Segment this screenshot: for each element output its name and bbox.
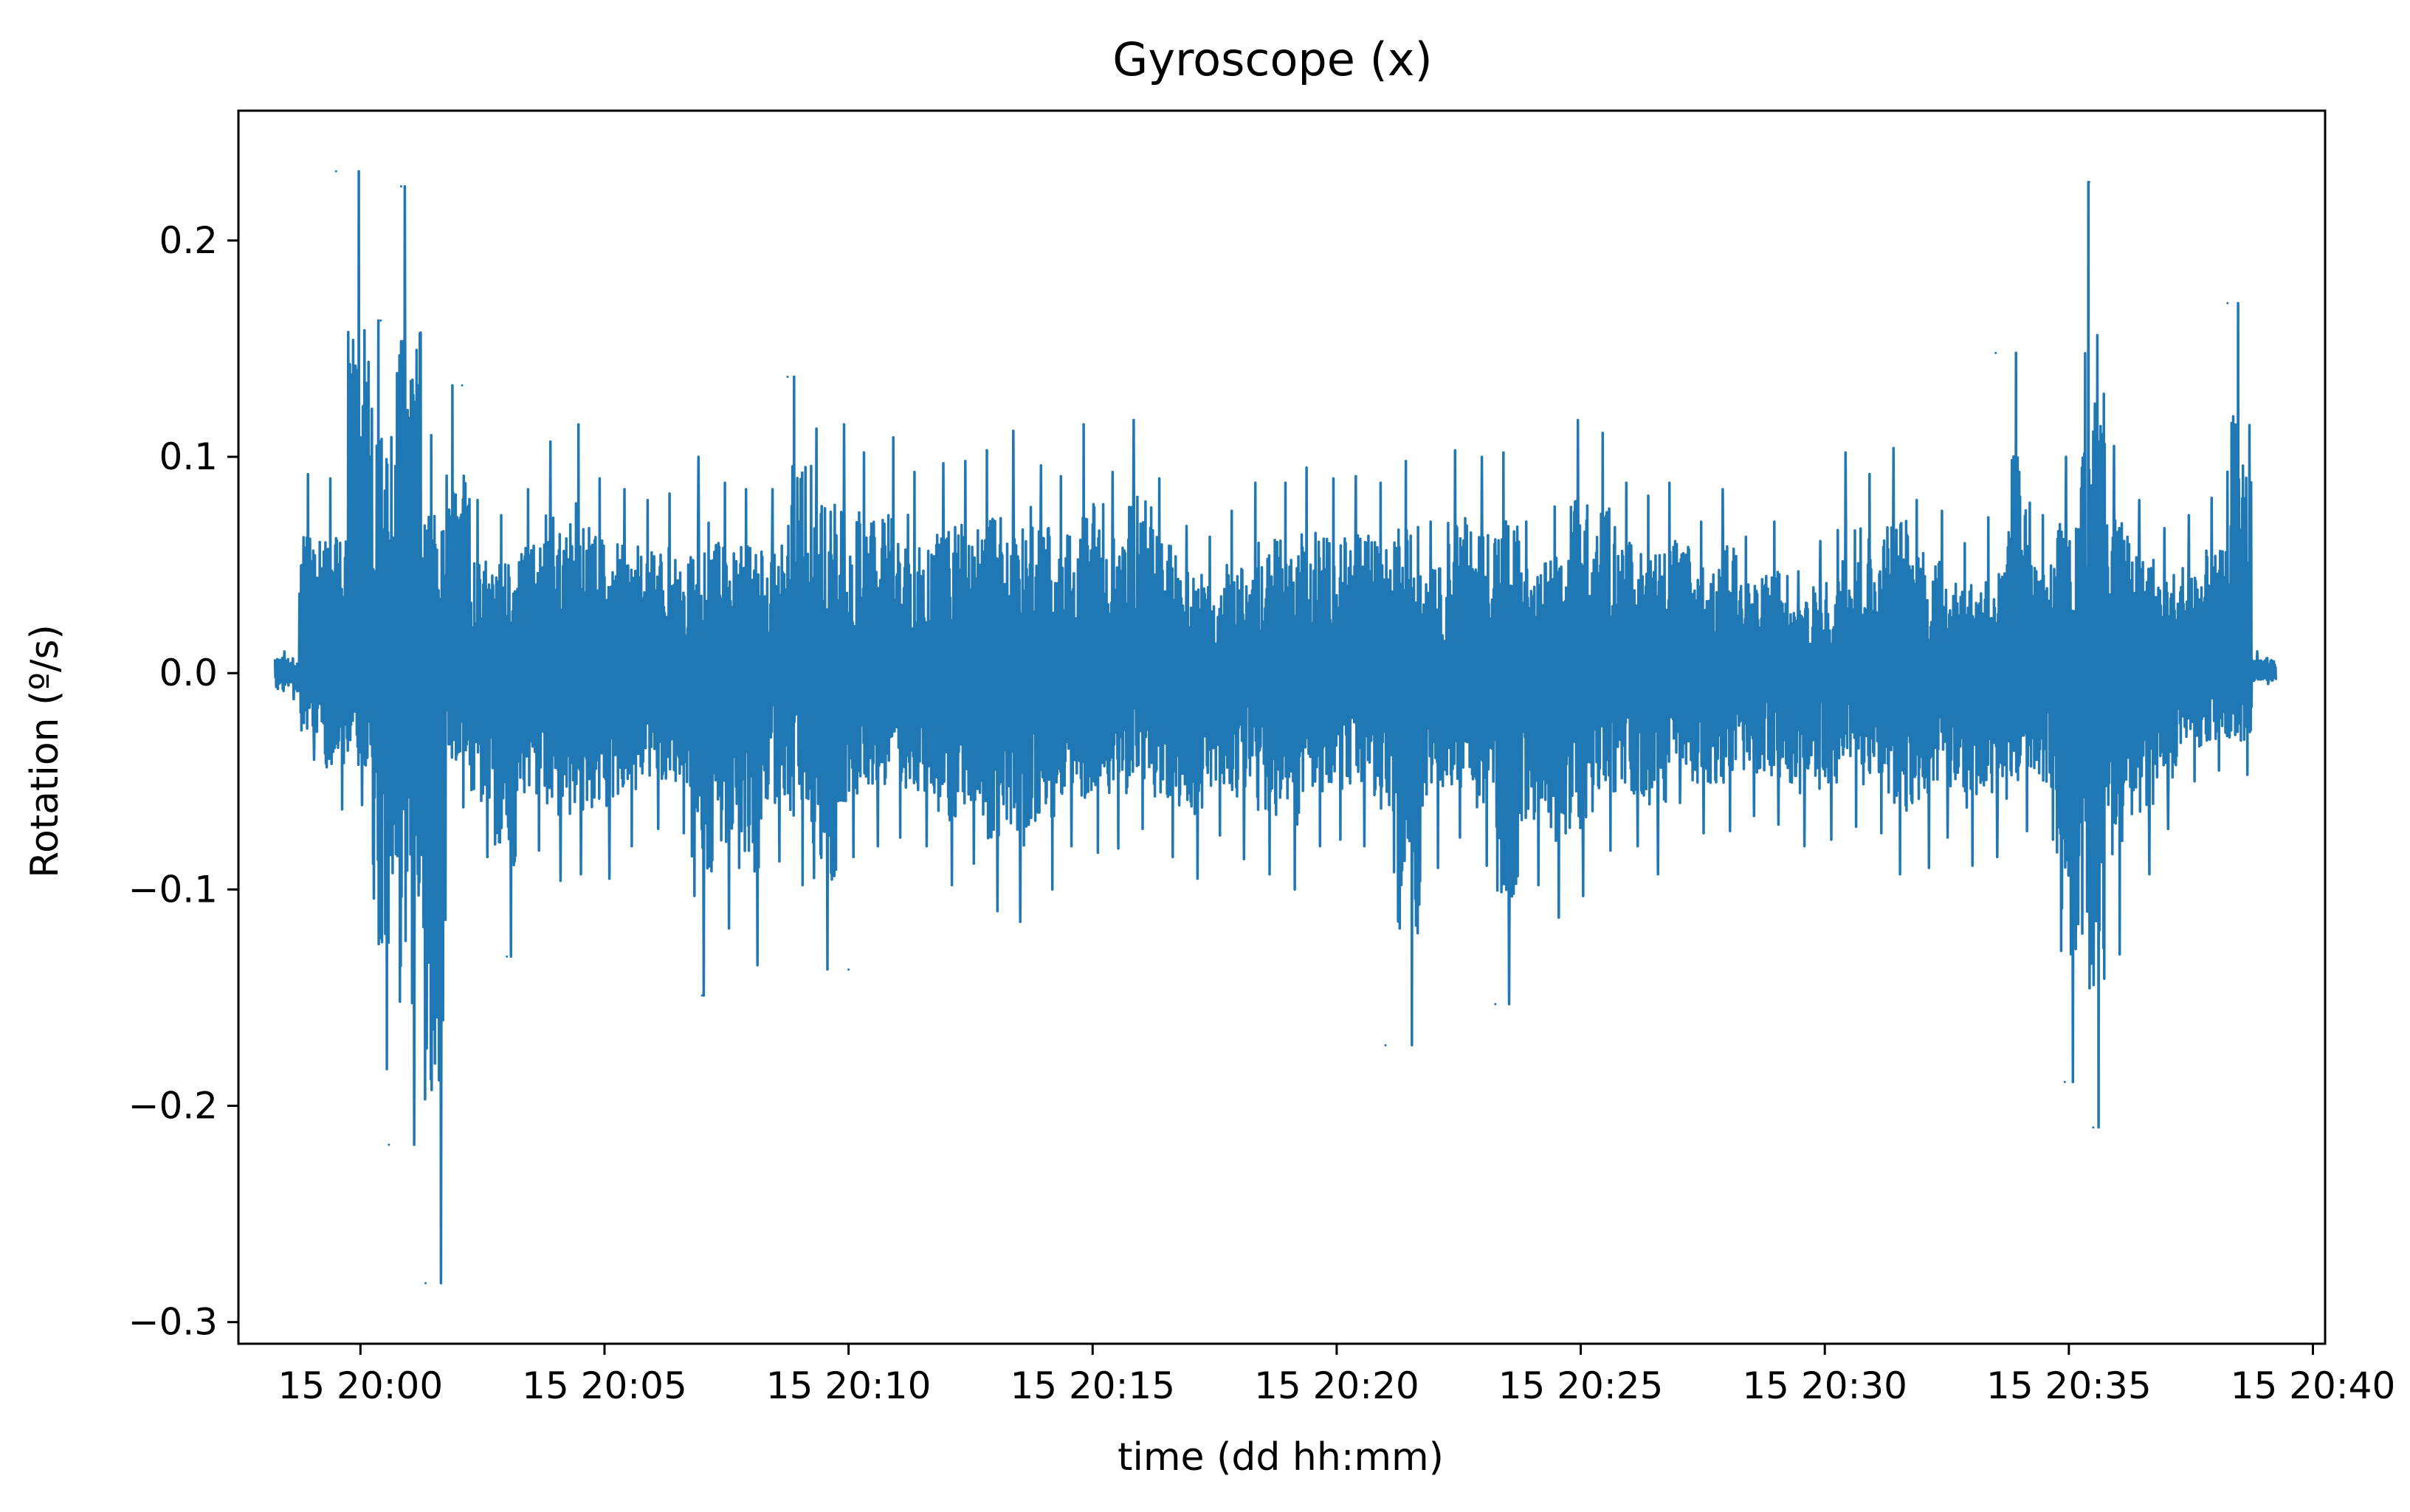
series-peak-point <box>334 170 337 173</box>
series-peak-point <box>461 384 464 387</box>
x-tick-label: 15 20:00 <box>278 1364 444 1407</box>
y-tick-label: −0.3 <box>128 1301 218 1344</box>
y-tick-label: 0.1 <box>159 435 218 478</box>
y-axis-title: Rotation (º/s) <box>23 624 67 878</box>
series-peak-point <box>1384 1043 1387 1046</box>
x-tick-label: 15 20:35 <box>1986 1364 2152 1407</box>
series-peak-point <box>424 1282 427 1285</box>
gyroscope-x-series-line <box>273 170 2278 1285</box>
x-tick-label: 15 20:30 <box>1742 1364 1907 1407</box>
series-peak-point <box>2226 302 2229 305</box>
y-tick-label: 0.0 <box>159 652 218 694</box>
series-peak-point <box>379 319 382 322</box>
series-peak-point <box>506 955 509 958</box>
series-peak-point <box>1494 1003 1497 1006</box>
series-peak-point <box>399 185 402 188</box>
y-tick-label: −0.2 <box>128 1085 218 1128</box>
x-tick-label: 15 20:05 <box>522 1364 687 1407</box>
x-tick-label: 15 20:10 <box>766 1364 932 1407</box>
y-tick-label: −0.1 <box>128 868 218 911</box>
series-peak-point <box>847 968 850 971</box>
plot-area-frame <box>237 109 2327 1345</box>
x-tick-label: 15 20:25 <box>1498 1364 1664 1407</box>
x-tick-label: 15 20:15 <box>1010 1364 1175 1407</box>
x-axis-title: time (dd hh:mm) <box>1118 1435 1444 1480</box>
series-peak-point <box>388 1143 390 1146</box>
series-peak-point <box>2087 181 2090 184</box>
x-tick-label: 15 20:40 <box>2231 1364 2396 1407</box>
series-peak-point <box>700 994 703 997</box>
series-peak-point <box>2092 1126 2095 1129</box>
y-tick-label: 0.2 <box>159 219 218 262</box>
series-peak-point <box>1994 351 1997 354</box>
chart-title: Gyroscope (x) <box>1112 32 1432 86</box>
series-peak-point <box>786 376 789 379</box>
series-peak-point <box>2063 1080 2066 1083</box>
x-tick-label: 15 20:20 <box>1254 1364 1419 1407</box>
